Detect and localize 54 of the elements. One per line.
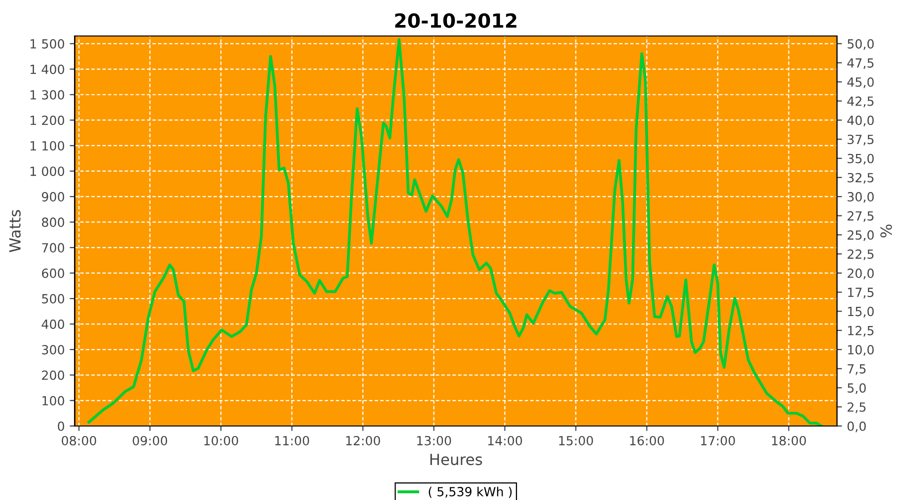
x-tick-label: 10:00	[204, 436, 238, 446]
y-tick-label: 700	[42, 243, 64, 252]
y2-tick-label: 42,5	[847, 96, 874, 108]
y2-tick-label: 30,0	[848, 192, 874, 203]
y-tick-label: 500	[42, 294, 64, 304]
y-tick-label: 1 100	[30, 141, 64, 151]
y2-tick-label: 10,0	[848, 345, 874, 356]
y2-tick-label: 0,0	[848, 421, 866, 432]
y2-tick-label: 25,0	[848, 230, 874, 242]
y2-tick-label: 5,0	[848, 383, 866, 394]
y2-tick-label: 37,5	[848, 134, 874, 146]
y-tick-label: 400	[42, 320, 64, 329]
x-tick-label: 12:00	[346, 436, 380, 446]
chart-title: 20-10-2012	[395, 13, 516, 28]
y-tick-label: 1 000	[30, 166, 64, 176]
y-tick-label: 300	[42, 345, 64, 354]
y-tick-label: 200	[42, 370, 64, 380]
x-tick-label: 18:00	[772, 436, 806, 446]
line-series	[88, 38, 823, 426]
x-tick-label: 08:00	[62, 436, 96, 446]
y2-tick-label: 15,0	[848, 306, 874, 318]
y-tick-label: 1 500	[30, 39, 64, 49]
y2-tick-label: 27,5	[848, 211, 874, 222]
y2-tick-label: 17,5	[848, 288, 874, 298]
y-tick-label: 100	[42, 396, 64, 406]
y-tick-label: 0	[58, 421, 64, 431]
y-tick-label: 600	[42, 268, 64, 278]
y2-tick-label: 12,5	[848, 326, 874, 337]
y2-tick-label: 2,5	[848, 402, 866, 414]
y2-tick-label: 50,0	[848, 39, 874, 50]
y2-tick-label: 7,5	[848, 364, 866, 375]
y-tick-label: 800	[42, 218, 64, 228]
x-tick-label: 17:00	[701, 436, 735, 446]
x-tick-label: 16:00	[630, 436, 664, 446]
x-axis-title: Heures	[430, 454, 482, 466]
y-tick-label: 1 400	[30, 64, 64, 74]
x-tick-label: 15:00	[559, 436, 593, 446]
y2-tick-label: 32,5	[848, 172, 874, 184]
y2-axis-title: %	[880, 224, 892, 238]
x-tick-label: 13:00	[417, 436, 452, 446]
y2-tick-label: 35,0	[848, 154, 874, 165]
y2-tick-label: 20,0	[848, 268, 874, 280]
y-tick-label: 900	[42, 192, 64, 202]
x-tick-label: 11:00	[275, 436, 310, 446]
x-tick-label: 09:00	[132, 436, 168, 446]
legend-label: ( 5,539 kWh )	[428, 486, 512, 498]
y2-tick-label: 45,0	[847, 77, 874, 88]
x-tick-label: 14:00	[488, 436, 522, 446]
y-axis-title: Watts	[9, 210, 21, 252]
y2-tick-label: 40,0	[847, 116, 874, 126]
y-tick-label: 1 300	[30, 90, 64, 100]
y2-tick-label: 47,5	[847, 58, 874, 69]
y-tick-label: 1 200	[30, 116, 64, 126]
y2-tick-label: 22,5	[848, 249, 874, 260]
